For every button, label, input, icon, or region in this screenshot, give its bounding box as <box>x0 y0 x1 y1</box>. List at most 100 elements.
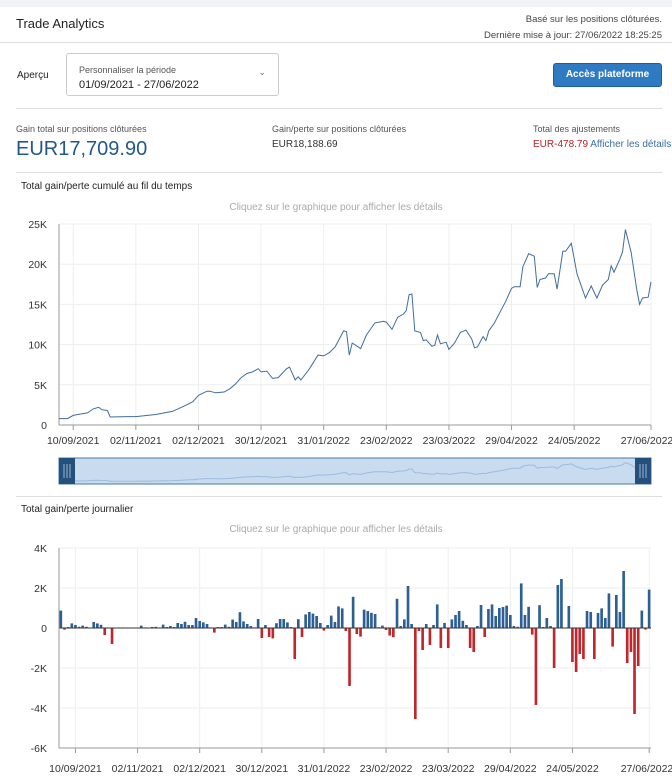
daily-bar <box>139 625 143 628</box>
daily-bar <box>92 622 96 628</box>
daily-bar <box>304 614 307 628</box>
daily-bar <box>234 622 238 628</box>
x-tick-label: 24/05/2022 <box>548 435 601 447</box>
daily-bar <box>202 622 205 628</box>
platform-access-button[interactable]: Accès plateforme <box>553 63 662 87</box>
x-tick-label: 02/12/2021 <box>172 435 225 447</box>
daily-bar <box>450 619 454 628</box>
update-info: Basé sur les positions clôturées. Derniè… <box>484 12 662 44</box>
daily-bar <box>625 628 629 663</box>
daily-bar <box>308 612 311 628</box>
daily-chart-title: Total gain/perte journalier <box>21 504 134 515</box>
daily-bar <box>640 610 644 628</box>
daily-bar <box>223 624 227 628</box>
daily-bar <box>629 628 633 652</box>
daily-bar <box>622 571 625 628</box>
cumulative-chart[interactable]: 0 5K 10K 15K 20K 25K 10/09/2021 02/11/2021 02/12… <box>0 210 672 495</box>
daily-bar <box>432 625 435 628</box>
daily-bar <box>311 613 315 628</box>
y-tick-label: -4K <box>31 703 47 715</box>
daily-bar <box>406 586 410 628</box>
divider <box>16 108 662 109</box>
show-details-link[interactable]: Afficher les détails <box>590 139 672 150</box>
daily-bar <box>498 608 501 628</box>
daily-bar <box>534 628 538 705</box>
daily-bar <box>366 611 370 628</box>
y-tick-label: 0 <box>41 623 47 635</box>
chevron-down-icon: ⌄ <box>258 67 266 77</box>
daily-bar <box>578 628 582 654</box>
daily-bar <box>600 608 603 628</box>
daily-chart[interactable]: -6K -4K -2K 0 2K 4K 10/09/2021 02/11/2021 02/12/… <box>0 536 672 780</box>
daily-bar <box>81 625 85 628</box>
daily-bar <box>487 609 490 628</box>
daily-bar <box>414 628 417 719</box>
daily-bar <box>381 625 384 628</box>
y-tick-label: 5K <box>34 380 47 392</box>
daily-bar <box>468 628 472 648</box>
x-tick-label: 02/12/2021 <box>173 763 226 775</box>
daily-bar <box>549 626 552 628</box>
daily-bar <box>530 628 534 635</box>
daily-bar <box>278 619 282 628</box>
daily-bar <box>183 621 187 628</box>
daily-bar <box>556 585 560 628</box>
x-tick-label: 23/03/2022 <box>423 435 476 447</box>
daily-bar <box>267 628 271 637</box>
x-tick-label: 30/12/2021 <box>236 763 289 775</box>
x-tick-label: 10/09/2021 <box>49 763 102 775</box>
y-tick-label: -6K <box>31 743 47 755</box>
y-tick-label: 20K <box>28 259 47 271</box>
x-tick-label: 23/02/2022 <box>360 763 413 775</box>
daily-bar <box>384 628 388 630</box>
x-tick-label: 23/02/2022 <box>360 435 413 447</box>
daily-bar <box>77 626 81 628</box>
daily-bar <box>245 624 249 628</box>
daily-bar <box>476 626 479 628</box>
daily-bar <box>103 628 107 635</box>
daily-bar <box>636 628 640 666</box>
daily-bar <box>187 625 191 628</box>
apercu-label: Aperçu <box>17 70 49 81</box>
daily-bar <box>319 623 322 628</box>
y-tick-label: 25K <box>28 219 47 231</box>
daily-bar <box>439 628 443 648</box>
daily-bar <box>604 618 607 628</box>
daily-bar <box>596 613 600 628</box>
divider <box>0 42 672 43</box>
y-tick-label: 2K <box>34 583 47 595</box>
page-title: Trade Analytics <box>16 16 105 31</box>
y-tick-label: -2K <box>31 663 47 675</box>
daily-bar <box>567 606 571 628</box>
x-tick-label: 29/04/2022 <box>484 763 537 775</box>
total-gain-label: Gain total sur positions clôturées <box>16 124 147 134</box>
navigator-line <box>59 462 652 482</box>
daily-bar <box>618 612 622 628</box>
x-tick-label: 02/11/2021 <box>112 763 164 775</box>
daily-bar <box>457 611 461 628</box>
period-select[interactable]: Personnaliser la période 01/09/2021 - 27… <box>66 53 279 96</box>
daily-bar <box>516 626 519 628</box>
daily-bar <box>271 628 275 639</box>
daily-bar <box>370 612 373 628</box>
daily-bar <box>59 610 63 628</box>
daily-bar <box>527 606 530 628</box>
daily-bar <box>286 622 289 628</box>
daily-bar <box>227 626 231 628</box>
daily-bar <box>70 623 74 628</box>
y-tick-label: 4K <box>34 543 47 555</box>
adjustments-value: EUR-478.79 <box>533 139 589 150</box>
daily-bar <box>417 628 421 631</box>
daily-bar <box>333 622 337 628</box>
divider <box>16 496 662 497</box>
y-tick-label: 10K <box>28 340 47 352</box>
daily-bar <box>509 615 512 628</box>
daily-bar <box>472 628 476 652</box>
daily-bar <box>329 615 333 628</box>
daily-bar <box>275 623 278 628</box>
daily-bar <box>582 628 585 659</box>
y-tick-label: 15K <box>28 299 47 311</box>
daily-bar <box>355 628 359 634</box>
daily-bar <box>523 615 527 628</box>
daily-bar <box>249 626 253 628</box>
